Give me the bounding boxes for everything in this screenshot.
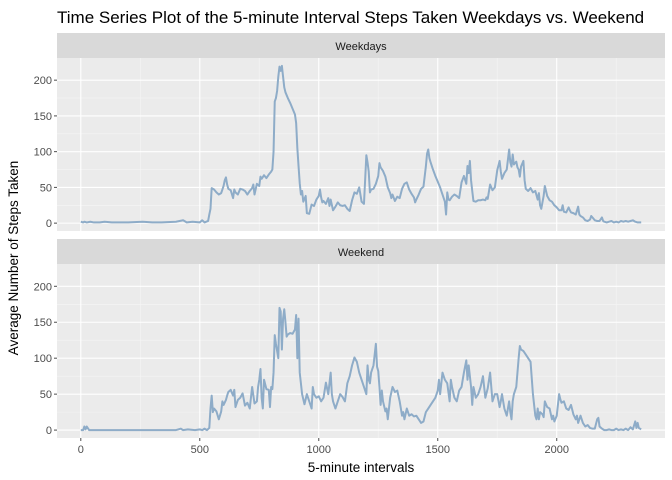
y-tick-label: 50 bbox=[40, 389, 52, 401]
y-tick-label: 100 bbox=[34, 147, 52, 159]
y-axis-weekdays: 0 50 100 150 200 bbox=[34, 75, 57, 230]
strip-label-weekdays: Weekdays bbox=[335, 41, 387, 53]
strip-label-weekend: Weekend bbox=[338, 247, 384, 259]
series-line-weekdays bbox=[80, 64, 642, 224]
strip-weekdays bbox=[57, 33, 665, 58]
x-tick-label: 1500 bbox=[426, 444, 450, 456]
y-tick-label: 0 bbox=[46, 218, 52, 230]
y-tick-label: 150 bbox=[34, 111, 52, 123]
x-axis: 0 500 1000 1500 2000 bbox=[78, 438, 569, 456]
x-axis-title: 5-minute intervals bbox=[308, 460, 415, 475]
grid-weekdays bbox=[57, 58, 665, 231]
y-tick-label: 150 bbox=[34, 317, 52, 329]
y-tick-label: 100 bbox=[34, 353, 52, 365]
y-axis-weekend: 0 50 100 150 200 bbox=[34, 281, 57, 437]
y-tick-label: 0 bbox=[46, 425, 52, 437]
y-axis-title: Average Number of Steps Taken bbox=[6, 161, 21, 356]
x-tick-label: 0 bbox=[78, 444, 84, 456]
panel-weekend bbox=[57, 264, 665, 438]
grid-weekend bbox=[57, 264, 665, 438]
x-tick-label: 1000 bbox=[307, 444, 331, 456]
y-tick-label: 50 bbox=[40, 182, 52, 194]
chart-title: Time Series Plot of the 5-minute Interva… bbox=[57, 8, 644, 27]
y-tick-label: 200 bbox=[34, 75, 52, 87]
strip-weekend bbox=[57, 239, 665, 264]
x-tick-label: 2000 bbox=[544, 444, 568, 456]
x-tick-label: 500 bbox=[191, 444, 209, 456]
y-tick-label: 200 bbox=[34, 281, 52, 293]
series-line-weekend bbox=[80, 306, 642, 432]
